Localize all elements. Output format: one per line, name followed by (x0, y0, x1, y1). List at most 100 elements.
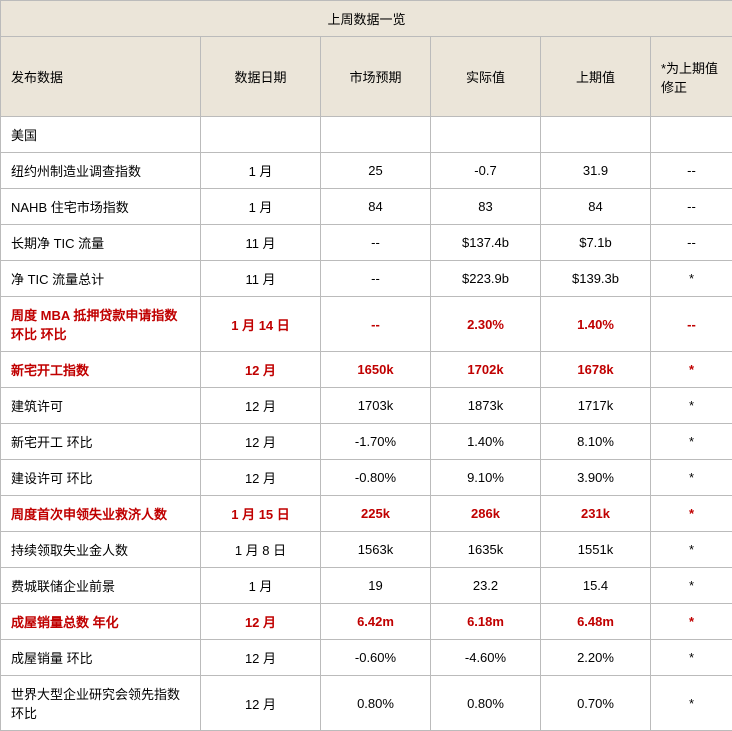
cell-revised: * (651, 261, 732, 297)
cell-label: 费城联储企业前景 (1, 568, 201, 604)
header-indicator: 发布数据 (1, 37, 201, 117)
cell-label: 建设许可 环比 (1, 460, 201, 496)
header-date: 数据日期 (201, 37, 321, 117)
cell-date: 1 月 8 日 (201, 532, 321, 568)
cell-date: 12 月 (201, 352, 321, 388)
cell-forecast: 1563k (321, 532, 431, 568)
cell-label: 建筑许可 (1, 388, 201, 424)
cell-revised: * (651, 604, 732, 640)
table-row: 持续领取失业金人数1 月 8 日1563k1635k1551k* (1, 532, 732, 568)
cell-forecast: 0.80% (321, 676, 431, 731)
cell-forecast: 1650k (321, 352, 431, 388)
cell-label: 净 TIC 流量总计 (1, 261, 201, 297)
cell-actual: 1873k (431, 388, 541, 424)
data-table: 上周数据一览 发布数据 数据日期 市场预期 实际值 上期值 *为上期值修正 美国… (0, 0, 732, 731)
cell-revised: * (651, 496, 732, 532)
header-forecast: 市场预期 (321, 37, 431, 117)
table-title: 上周数据一览 (1, 1, 732, 37)
cell-revised: * (651, 424, 732, 460)
cell-revised: -- (651, 189, 732, 225)
cell-revised: * (651, 640, 732, 676)
table-row: 费城联储企业前景1 月1923.215.4* (1, 568, 732, 604)
table-row: 成屋销量总数 年化12 月6.42m6.18m6.48m* (1, 604, 732, 640)
cell-date: 1 月 (201, 153, 321, 189)
cell-forecast: 84 (321, 189, 431, 225)
cell-date: 12 月 (201, 640, 321, 676)
cell-label: 世界大型企业研究会领先指数 环比 (1, 676, 201, 731)
cell-revised: -- (651, 297, 732, 352)
table-row: 纽约州制造业调查指数1 月25-0.731.9-- (1, 153, 732, 189)
cell-previous: 84 (541, 189, 651, 225)
table-row: 新宅开工 环比12 月-1.70%1.40%8.10%* (1, 424, 732, 460)
cell-actual: -4.60% (431, 640, 541, 676)
cell-forecast: -- (321, 297, 431, 352)
cell-actual: 1702k (431, 352, 541, 388)
cell-forecast: 19 (321, 568, 431, 604)
cell-actual: $223.9b (431, 261, 541, 297)
cell-previous: $7.1b (541, 225, 651, 261)
cell-label: NAHB 住宅市场指数 (1, 189, 201, 225)
cell-label: 周度首次申领失业救济人数 (1, 496, 201, 532)
cell-forecast: -- (321, 261, 431, 297)
header-revised: *为上期值修正 (651, 37, 732, 117)
table-body: 美国 纽约州制造业调查指数1 月25-0.731.9--NAHB 住宅市场指数1… (1, 117, 732, 731)
cell-actual: 286k (431, 496, 541, 532)
header-previous: 上期值 (541, 37, 651, 117)
cell-previous: 1551k (541, 532, 651, 568)
cell-actual: 0.80% (431, 676, 541, 731)
cell-label: 持续领取失业金人数 (1, 532, 201, 568)
table-row: 净 TIC 流量总计11 月--$223.9b$139.3b* (1, 261, 732, 297)
cell-previous: 1678k (541, 352, 651, 388)
cell-label: 新宅开工指数 (1, 352, 201, 388)
cell-date: 12 月 (201, 460, 321, 496)
cell-forecast: 1703k (321, 388, 431, 424)
cell-previous: 3.90% (541, 460, 651, 496)
cell-label: 长期净 TIC 流量 (1, 225, 201, 261)
table-row: 周度 MBA 抵押贷款申请指数 环比 环比1 月 14 日--2.30%1.40… (1, 297, 732, 352)
cell-date: 12 月 (201, 676, 321, 731)
cell-forecast: -- (321, 225, 431, 261)
table-row: 建设许可 环比12 月-0.80%9.10%3.90%* (1, 460, 732, 496)
cell-actual: 6.18m (431, 604, 541, 640)
table-row: 周度首次申领失业救济人数1 月 15 日225k286k231k* (1, 496, 732, 532)
cell-actual: 23.2 (431, 568, 541, 604)
cell-forecast: 225k (321, 496, 431, 532)
header-actual: 实际值 (431, 37, 541, 117)
cell-label: 纽约州制造业调查指数 (1, 153, 201, 189)
cell-revised: -- (651, 225, 732, 261)
cell-revised: * (651, 676, 732, 731)
cell-revised: * (651, 532, 732, 568)
cell-label: 成屋销量 环比 (1, 640, 201, 676)
cell-date: 12 月 (201, 388, 321, 424)
cell-actual: -0.7 (431, 153, 541, 189)
cell-actual: 9.10% (431, 460, 541, 496)
cell-forecast: 25 (321, 153, 431, 189)
cell-actual: 1635k (431, 532, 541, 568)
cell-revised: -- (651, 153, 732, 189)
cell-revised: * (651, 352, 732, 388)
cell-date: 11 月 (201, 225, 321, 261)
cell-date: 1 月 14 日 (201, 297, 321, 352)
cell-date: 1 月 15 日 (201, 496, 321, 532)
header-row: 发布数据 数据日期 市场预期 实际值 上期值 *为上期值修正 (1, 37, 732, 117)
cell-label: 新宅开工 环比 (1, 424, 201, 460)
cell-previous: 1717k (541, 388, 651, 424)
table-row: 世界大型企业研究会领先指数 环比12 月0.80%0.80%0.70%* (1, 676, 732, 731)
cell-previous: 6.48m (541, 604, 651, 640)
table-row: NAHB 住宅市场指数1 月848384-- (1, 189, 732, 225)
cell-previous: 0.70% (541, 676, 651, 731)
cell-date: 12 月 (201, 424, 321, 460)
cell-date: 1 月 (201, 189, 321, 225)
cell-previous: $139.3b (541, 261, 651, 297)
cell-previous: 8.10% (541, 424, 651, 460)
table-row: 成屋销量 环比12 月-0.60%-4.60%2.20%* (1, 640, 732, 676)
cell-forecast: -1.70% (321, 424, 431, 460)
cell-previous: 231k (541, 496, 651, 532)
cell-previous: 31.9 (541, 153, 651, 189)
cell-actual: 1.40% (431, 424, 541, 460)
cell-revised: * (651, 568, 732, 604)
cell-previous: 1.40% (541, 297, 651, 352)
cell-previous: 2.20% (541, 640, 651, 676)
table-row: 建筑许可12 月1703k1873k1717k* (1, 388, 732, 424)
cell-label: 周度 MBA 抵押贷款申请指数 环比 环比 (1, 297, 201, 352)
